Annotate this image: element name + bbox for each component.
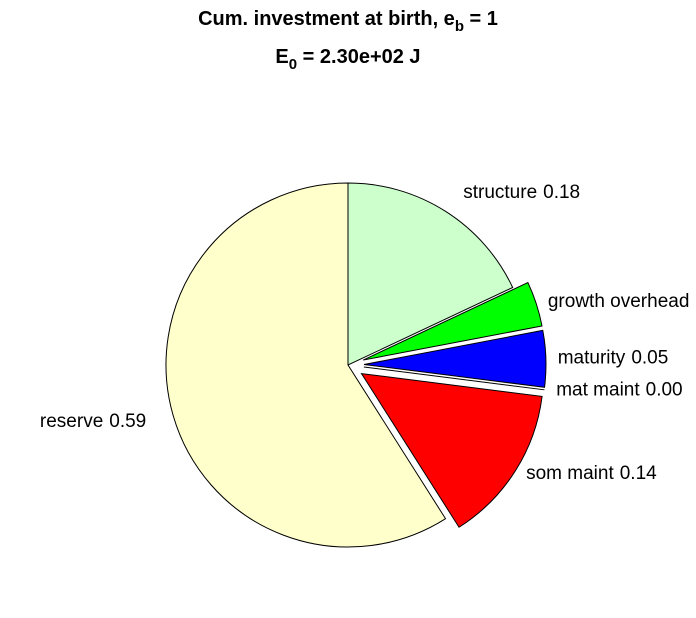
- pie-slice: [363, 329, 547, 388]
- title-main: Cum. investment at birth, e: [198, 8, 455, 30]
- slice-label: growth overhead0.04: [548, 291, 696, 312]
- slice-name: growth overhead: [548, 291, 690, 312]
- title-rest: = 1: [464, 8, 498, 30]
- subtitle-sub: 0: [289, 56, 297, 73]
- slice-name: structure: [463, 182, 537, 203]
- slice-label: reserve 0.59: [40, 411, 146, 432]
- slice-value: 0.00: [646, 380, 683, 401]
- slice-value: 0.18: [543, 182, 580, 203]
- slice-name: reserve: [40, 411, 103, 432]
- slice-label: mat maint 0.00: [556, 380, 682, 401]
- pie-slice: [165, 182, 447, 548]
- slice-value: 0.14: [620, 463, 657, 484]
- pie-slice: [347, 182, 514, 366]
- slice-value: 0.59: [109, 411, 146, 432]
- title-sub: b: [455, 18, 464, 35]
- pie-slice: [363, 281, 543, 361]
- pie-slice: [360, 372, 543, 528]
- slice-label: som maint 0.14: [526, 463, 657, 484]
- slice-name: maturity: [558, 348, 626, 369]
- chart-title: Cum. investment at birth, eb = 1: [198, 8, 498, 35]
- slice-name: som maint: [526, 463, 614, 484]
- slice-value: 0.05: [631, 348, 668, 369]
- subtitle-main: E: [275, 46, 288, 68]
- slice-label: structure 0.18: [463, 182, 580, 203]
- subtitle-rest: = 2.30e+02 J: [297, 46, 420, 68]
- slice-name: mat maint: [556, 380, 640, 401]
- chart-subtitle: E0 = 2.30e+02 J: [275, 46, 420, 73]
- slice-label: maturity 0.05: [558, 348, 669, 369]
